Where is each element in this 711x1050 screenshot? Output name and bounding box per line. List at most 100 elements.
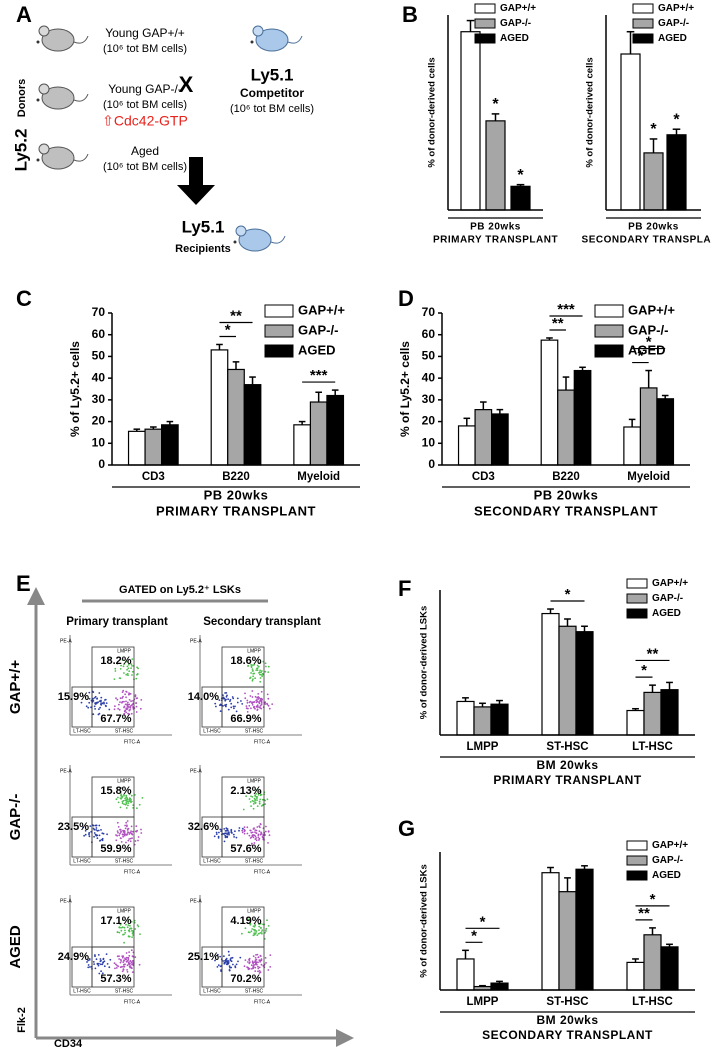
bar [620,53,641,211]
event-dot [132,934,134,936]
event-dot [252,675,255,678]
gate-percent: 18.2% [100,655,131,667]
event-dot [125,696,127,699]
donor-name: Young GAP+/+ [105,26,185,40]
event-dot [249,700,252,703]
significance: *** [310,367,328,384]
gate-title: GATED on Ly5.2⁺ LSKs [119,584,241,596]
bar [457,425,476,466]
bar [460,31,481,211]
event-dot [130,663,133,666]
event-dot [248,798,251,800]
event-dot [252,678,254,681]
gate-label: LMPP [117,778,131,784]
plot-axis-label: FITC-A [254,999,271,1005]
recipient-strain: Ly5.1 [182,217,225,236]
event-dot [119,701,121,703]
event-dot [99,839,102,842]
event-dot [226,694,228,697]
y-axis-label: % of donor-derived cells [427,57,438,167]
event-dot [106,833,108,836]
plot-axis-label: PE-A [190,638,202,644]
event-dot [249,695,252,697]
donor-cells: (10⁶ tot BM cells) [103,43,187,55]
donor-note: ⇧Cdc42-GTP [102,113,188,129]
event-dot [222,696,225,699]
bar [456,958,475,991]
event-dot [127,706,129,709]
bar [573,369,592,466]
event-dot [223,828,226,830]
event-dot [229,700,231,702]
event-dot [255,839,258,842]
event-dot [100,829,102,831]
y-axis-label: % of donor-derived LSKs [419,606,430,719]
event-dot [127,667,130,670]
event-dot [101,702,104,704]
event-dot [134,840,137,842]
event-dot [226,963,229,965]
event-dot [126,703,129,706]
event-dot [136,673,138,676]
event-dot [254,831,256,833]
event-dot [218,831,220,834]
event-dot [88,833,90,836]
event-dot [259,954,262,957]
event-dot [232,833,235,836]
event-dot [234,705,236,708]
event-dot [99,706,101,709]
event-dot [218,699,221,701]
event-dot [257,793,260,796]
event-dot [92,713,95,716]
event-dot [256,669,259,672]
event-dot [265,665,267,668]
x-tick-label: LMPP [467,996,499,1008]
event-dot [126,828,129,830]
event-dot [117,707,120,710]
event-dot [259,794,262,797]
event-dot [123,700,125,703]
bar [161,424,179,466]
bar [660,946,679,991]
y-tick-label: 40 [92,370,106,384]
gate-percent: 32.6% [188,821,219,833]
event-dot [254,799,257,802]
x-tick-label: CD3 [472,471,495,483]
event-dot [251,842,253,845]
event-dot [257,961,259,964]
axis-label: CD34 [54,1038,83,1050]
event-dot [267,671,270,673]
event-dot [231,956,234,959]
event-dot [256,805,259,807]
y-tick-label: 50 [422,349,436,363]
event-dot [122,695,124,698]
event-dot [123,926,126,929]
event-dot [120,797,122,800]
event-dot [99,958,102,960]
event-dot [264,703,267,705]
event-dot [246,966,249,968]
event-dot [102,957,105,960]
event-dot [88,835,91,838]
event-dot [121,795,123,797]
event-dot [127,961,130,964]
event-dot [261,798,264,801]
event-dot [124,931,127,934]
event-dot [229,959,232,962]
event-dot [255,837,258,839]
gate-percent: 66.9% [230,713,261,725]
plot-axis-label: FITC-A [254,869,271,875]
x-axis-label: PB 20wks [534,487,599,502]
x-axis-label: SECONDARY TRANSPLANT [582,235,711,246]
y-tick-label: 0 [428,457,435,471]
event-dot [138,803,141,806]
event-dot [93,963,95,965]
event-dot [120,929,123,932]
axis-label: Flk-2 [16,1007,28,1033]
event-dot [251,831,254,834]
event-dot [96,837,99,840]
event-dot [254,957,257,959]
event-dot [269,966,272,968]
x-axis-label: PB 20wks [204,487,269,502]
event-dot [223,840,226,843]
